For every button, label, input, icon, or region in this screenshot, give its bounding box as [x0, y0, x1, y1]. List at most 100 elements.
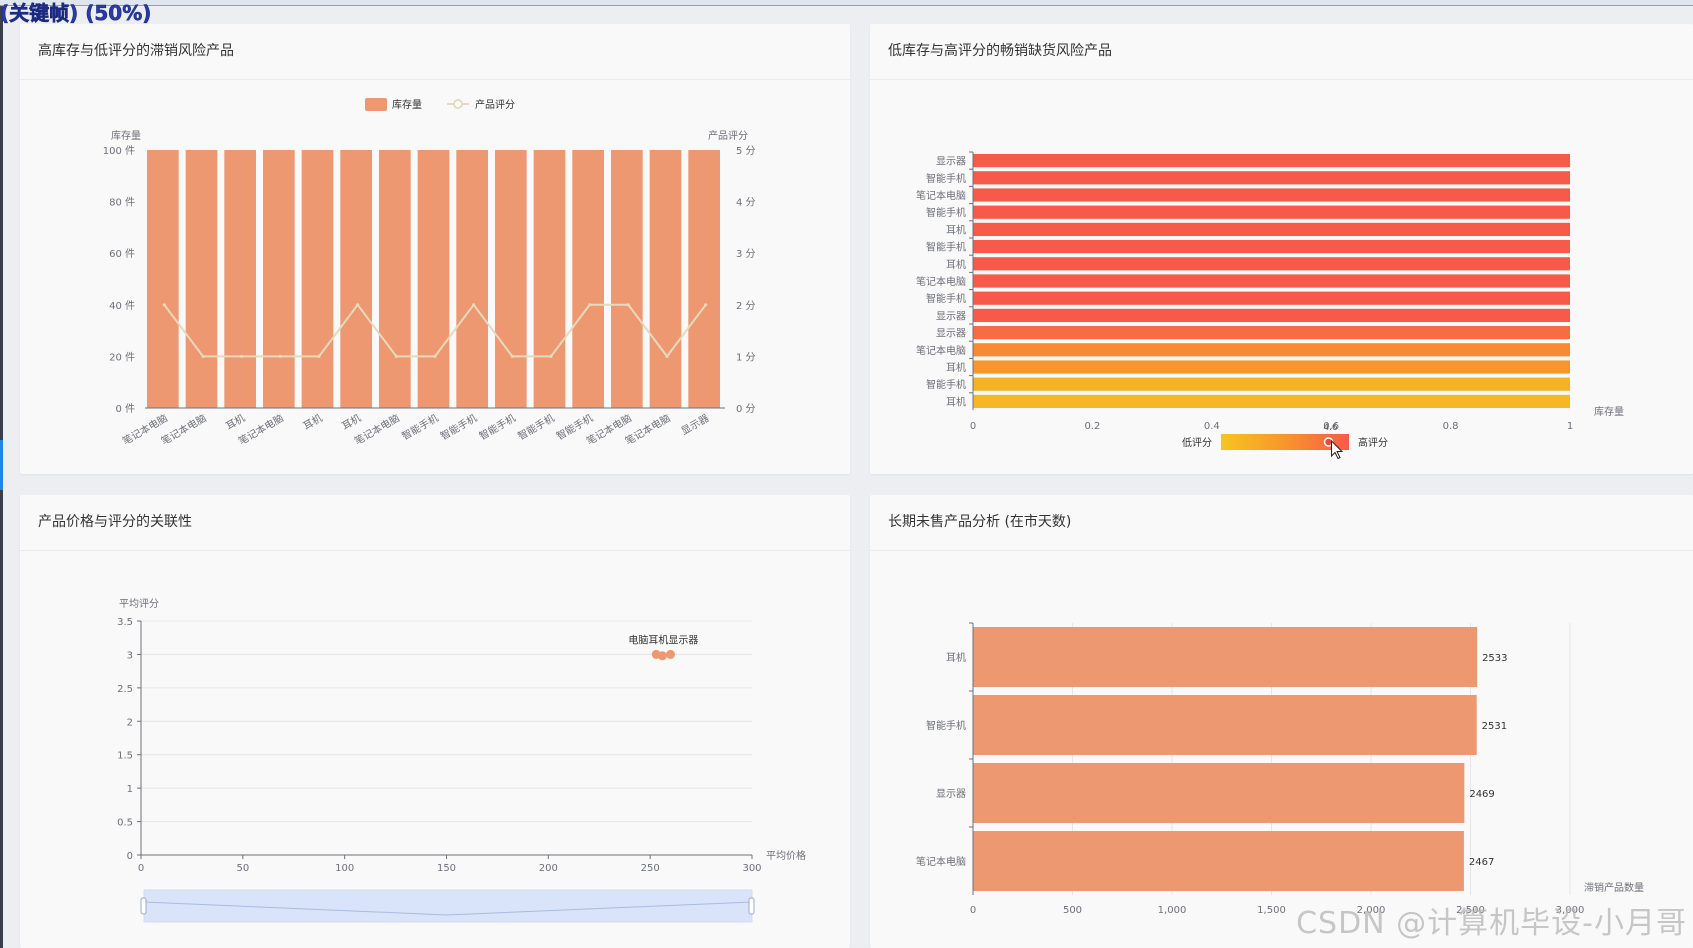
panel-divider: [870, 79, 1693, 80]
x-tick-label: 150: [437, 863, 456, 874]
bar-value-label: 2467: [1469, 857, 1494, 868]
rating-point: [240, 354, 244, 358]
x-axis-name: 平均价格: [766, 849, 806, 862]
bar-stock: [611, 150, 643, 408]
window-top-bar: [0, 0, 1693, 6]
x-tick-label: 3,000: [1556, 905, 1585, 916]
bar-stock: [973, 274, 1570, 288]
y-left-tick-label: 40 件: [109, 300, 135, 312]
rating-point: [665, 354, 669, 358]
y-right-tick-label: 2 分: [736, 300, 756, 312]
bar-stock: [973, 377, 1570, 391]
x-tick-label: 50: [236, 863, 249, 874]
bar-stock: [649, 150, 682, 408]
bar-days-on-market: [973, 763, 1465, 823]
x-tick-label: 智能手机: [515, 411, 556, 442]
y-tick-label: 显示器: [936, 310, 966, 322]
y-tick-label: 显示器: [936, 328, 966, 340]
panel-title: 长期未售产品分析 (在市天数): [888, 514, 1072, 530]
x-axis-name: 库存量: [1594, 405, 1624, 418]
panel-title: 产品价格与评分的关联性: [38, 514, 192, 530]
x-axis-name: 滞销产品数量: [1584, 881, 1644, 894]
datazoom-right-handle[interactable]: [748, 897, 755, 915]
visualmap-bar[interactable]: [1221, 434, 1349, 450]
rating-point: [394, 354, 398, 358]
y-tick-label: 耳机: [946, 258, 966, 271]
x-tick-label: 耳机: [223, 411, 247, 432]
bar-value-label: 2469: [1469, 789, 1494, 800]
x-tick-label: 智能手机: [477, 411, 518, 442]
panel-divider: [20, 550, 850, 551]
y-tick-label: 0.5: [117, 818, 133, 829]
bar-stock: [533, 150, 566, 408]
rating-point: [588, 303, 592, 307]
y-axis-left-name: 库存量: [111, 129, 141, 142]
y-right-tick-label: 5 分: [736, 145, 756, 157]
y-left-tick-label: 20 件: [109, 351, 135, 363]
left-edge-highlight: [0, 440, 3, 490]
x-tick-label: 200: [539, 863, 558, 874]
x-tick-label: 500: [1063, 905, 1082, 916]
scatter-point: [666, 649, 676, 659]
mouse-cursor: [1331, 439, 1344, 460]
bar-stock: [572, 150, 604, 408]
x-tick-label: 1,500: [1257, 905, 1286, 916]
bar-stock: [340, 150, 372, 408]
datazoom-preview: [143, 901, 753, 916]
panel-divider: [20, 79, 850, 80]
bar-stock: [417, 150, 450, 408]
chart-long-unsold-bars: 0 500 1,000 1,500 2,000 2,500 3,000 耳机 2533 智能手机 2…: [916, 622, 1644, 916]
y-tick-label: 笔记本电脑: [916, 855, 966, 868]
y-tick-label: 笔记本电脑: [916, 189, 966, 202]
bar-value-label: 2531: [1482, 721, 1507, 732]
y-axis-name: 平均评分: [119, 598, 159, 610]
bar-stock: [973, 154, 1570, 168]
watermark: CSDN @计算机毕设-小月哥: [1296, 906, 1687, 941]
x-tick-label: 1: [1567, 421, 1573, 432]
visualmap-low-label: 低评分: [1182, 436, 1212, 449]
bar-days-on-market: [973, 695, 1477, 755]
panel-title: 低库存与高评分的畅销缺货风险产品: [888, 43, 1112, 59]
y-axis-right-name: 产品评分: [708, 129, 748, 142]
x-tick-label: 0: [138, 863, 144, 874]
rating-point: [549, 354, 553, 358]
rating-point: [626, 303, 630, 307]
bar-stock: [973, 308, 1570, 322]
bar-stock: [973, 291, 1570, 305]
rating-point: [317, 354, 321, 358]
panel-slow-moving-risk: 高库存与低评分的滞销风险产品 库存量 产品评分 库存量 产品评分 0 件 20 件 40 件…: [20, 24, 850, 474]
x-tick-label: 100: [335, 863, 354, 874]
legend-swatch-dot: [453, 99, 463, 109]
bar-stock: [224, 150, 256, 408]
x-tick-label: 0: [970, 421, 976, 432]
x-tick-label: 2,000: [1357, 905, 1386, 916]
bar-value-label: 2533: [1482, 653, 1507, 664]
bar-stock: [973, 257, 1570, 271]
rating-point: [510, 354, 514, 358]
y-tick-label: 1: [127, 784, 133, 795]
chart-shortage-bars: 显示器智能手机笔记本电脑智能手机耳机智能手机耳机笔记本电脑智能手机显示器显示器笔…: [916, 151, 1624, 460]
y-tick-label: 智能手机: [926, 241, 966, 254]
legend-label: 库存量: [392, 98, 422, 111]
bar-stock: [185, 150, 218, 408]
bar-stock: [688, 150, 720, 408]
y-tick-label: 智能手机: [926, 719, 966, 732]
y-right-tick-label: 0 分: [736, 403, 756, 415]
bar-stock: [973, 326, 1570, 340]
y-tick-label: 智能手机: [926, 292, 966, 305]
bar-stock: [973, 343, 1570, 357]
y-tick-label: 智能手机: [926, 206, 966, 219]
bar-stock: [973, 205, 1570, 219]
y-tick-label: 耳机: [946, 223, 966, 236]
y-right-tick-label: 3 分: [736, 248, 756, 260]
bar-stock: [973, 360, 1570, 374]
y-left-tick-label: 0 件: [115, 403, 135, 415]
x-tick-label: 0.8: [1443, 421, 1459, 432]
datazoom-left-handle[interactable]: [140, 897, 147, 915]
y-left-tick-label: 60 件: [109, 248, 135, 260]
panel-long-unsold: 长期未售产品分析 (在市天数) 0 500 1,000 1,500 2,000 2,500…: [870, 495, 1693, 948]
panel-title: 高库存与低评分的滞销风险产品: [38, 43, 234, 59]
legend-label: 产品评分: [475, 98, 515, 111]
panel-price-rating: 产品价格与评分的关联性 平均评分 0 0.5 1 1.5 2 2.5 3 3.5 0 50 100 15…: [20, 495, 850, 948]
